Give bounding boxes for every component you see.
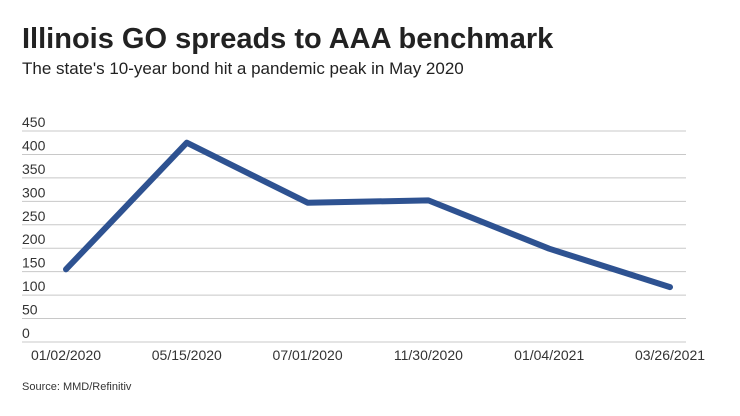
x-tick-label: 03/26/2021 [635,347,705,363]
y-tick-label: 200 [22,231,46,247]
y-tick-label: 0 [22,325,30,341]
y-tick-label: 450 [22,114,46,130]
y-tick-label: 250 [22,208,46,224]
x-tick-label: 11/30/2020 [394,347,463,363]
y-tick-label: 300 [22,184,46,200]
y-tick-label: 400 [22,137,46,153]
x-tick-label: 07/01/2020 [273,347,343,363]
source-note: Source: MMD/Refinitiv [22,381,132,393]
chart-title: Illinois GO spreads to AAA benchmark [22,23,554,55]
data-line [63,139,673,291]
y-tick-label: 350 [22,161,46,177]
y-tick-label: 100 [22,278,46,294]
x-tick-label: 01/04/2021 [514,347,584,363]
y-tick-label: 150 [22,255,46,271]
x-tick-label: 01/02/2020 [31,347,101,363]
chart-subtitle: The state's 10-year bond hit a pandemic … [22,59,464,78]
x-tick-label: 05/15/2020 [152,347,222,363]
y-tick-label: 50 [22,302,38,318]
